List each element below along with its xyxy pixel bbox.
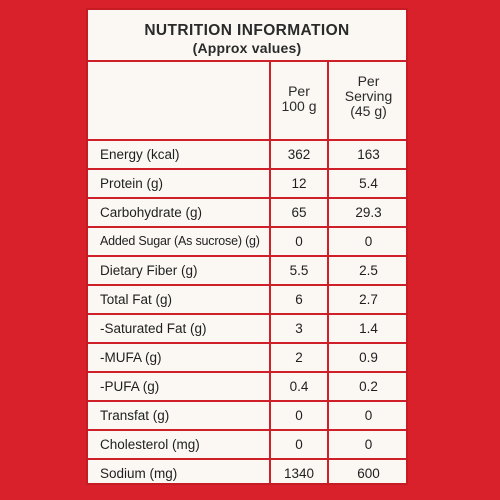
row-value-per-100g: 2 bbox=[295, 350, 303, 365]
column-header-rule bbox=[88, 139, 406, 141]
column-header-per-serving: Per Serving (45 g) bbox=[329, 73, 406, 119]
column-header-per-100g-line1: Per bbox=[288, 83, 310, 99]
column-divider-1 bbox=[269, 60, 271, 483]
row-value-per-100g: 0 bbox=[295, 408, 303, 423]
row-label: Sodium (mg) bbox=[100, 466, 178, 481]
row-label: Added Sugar (As sucrose) (g) bbox=[100, 234, 260, 248]
row-rule bbox=[88, 255, 406, 257]
row-value-per-100g: 5.5 bbox=[289, 263, 309, 278]
row-rule bbox=[88, 429, 406, 431]
row-label: Transfat (g) bbox=[100, 408, 170, 423]
table-row-sodium: Sodium (mg) 1340 600 bbox=[88, 460, 406, 483]
row-value-per-100g: 6 bbox=[295, 292, 303, 307]
column-header-per-serving-line2: Serving bbox=[344, 88, 393, 104]
row-value-per-100g: 1340 bbox=[283, 466, 315, 481]
row-rule bbox=[88, 371, 406, 373]
row-rule bbox=[88, 342, 406, 344]
row-value-per-100g: 362 bbox=[287, 147, 311, 162]
row-rule bbox=[88, 197, 406, 199]
row-label: -Saturated Fat (g) bbox=[100, 321, 207, 336]
row-value-per-100g: 0 bbox=[295, 234, 303, 249]
row-value-per-serving: 5.4 bbox=[359, 176, 378, 191]
table-row-mufa: -MUFA (g) 2 0.9 bbox=[88, 344, 406, 371]
row-rule bbox=[88, 400, 406, 402]
table-row-protein: Protein (g) 12 5.4 bbox=[88, 170, 406, 197]
table-row-energy: Energy (kcal) 362 163 bbox=[88, 141, 406, 168]
row-value-per-100g: 0 bbox=[295, 437, 303, 452]
row-value-per-serving: 2.5 bbox=[359, 263, 378, 278]
row-value-per-100g: 3 bbox=[295, 321, 303, 336]
row-value-per-serving: 0.9 bbox=[359, 350, 378, 365]
table-row-carbohydrate: Carbohydrate (g) 65 29.3 bbox=[88, 199, 406, 226]
row-value-per-100g: 0.4 bbox=[289, 379, 309, 394]
row-rule bbox=[88, 284, 406, 286]
row-value-per-serving: 29.3 bbox=[355, 205, 382, 220]
row-label: Energy (kcal) bbox=[100, 147, 180, 162]
column-header-per-100g-line2: 100 g bbox=[281, 98, 317, 114]
row-value-per-serving: 0 bbox=[364, 408, 373, 423]
row-label: Carbohydrate (g) bbox=[100, 205, 203, 220]
row-value-per-serving: 600 bbox=[357, 466, 380, 481]
row-label: Cholesterol (mg) bbox=[100, 437, 200, 452]
row-rule bbox=[88, 226, 406, 228]
row-label: -PUFA (g) bbox=[100, 379, 160, 394]
row-label: Total Fat (g) bbox=[100, 292, 173, 307]
table-row-total-fat: Total Fat (g) 6 2.7 bbox=[88, 286, 406, 313]
row-value-per-serving: 0 bbox=[364, 437, 373, 452]
row-value-per-100g: 12 bbox=[291, 176, 307, 191]
table-row-cholesterol: Cholesterol (mg) 0 0 bbox=[88, 431, 406, 458]
row-rule bbox=[88, 458, 406, 460]
nutrition-title: NUTRITION INFORMATION bbox=[144, 22, 350, 39]
column-header-per-serving-line3: (45 g) bbox=[350, 103, 387, 119]
row-rule bbox=[88, 313, 406, 315]
row-value-per-100g: 65 bbox=[291, 205, 307, 220]
row-value-per-serving: 2.7 bbox=[359, 292, 378, 307]
row-value-per-serving: 0 bbox=[364, 234, 373, 249]
row-label: -MUFA (g) bbox=[100, 350, 162, 365]
column-divider-2 bbox=[327, 60, 329, 483]
row-value-per-serving: 1.4 bbox=[359, 321, 378, 336]
row-label: Protein (g) bbox=[100, 176, 164, 191]
table-row-added-sugar: Added Sugar (As sucrose) (g) 0 0 bbox=[88, 228, 406, 255]
table-row-dietary-fiber: Dietary Fiber (g) 5.5 2.5 bbox=[88, 257, 406, 284]
header-rule bbox=[88, 60, 406, 62]
row-rule bbox=[88, 168, 406, 170]
nutrition-header: NUTRITION INFORMATION (Approx values) bbox=[88, 10, 406, 60]
table-row-saturated-fat: -Saturated Fat (g) 3 1.4 bbox=[88, 315, 406, 342]
nutrition-subtitle: (Approx values) bbox=[192, 40, 302, 56]
column-header-per-serving-line1: Per bbox=[357, 73, 380, 89]
nutrition-label-panel: NUTRITION INFORMATION (Approx values) Pe… bbox=[86, 8, 408, 485]
row-value-per-serving: 0.2 bbox=[359, 379, 378, 394]
row-label: Dietary Fiber (g) bbox=[100, 263, 198, 278]
column-header-per-100g: Per 100 g bbox=[271, 84, 327, 114]
row-value-per-serving: 163 bbox=[357, 147, 380, 162]
table-row-pufa: -PUFA (g) 0.4 0.2 bbox=[88, 373, 406, 400]
table-row-transfat: Transfat (g) 0 0 bbox=[88, 402, 406, 429]
